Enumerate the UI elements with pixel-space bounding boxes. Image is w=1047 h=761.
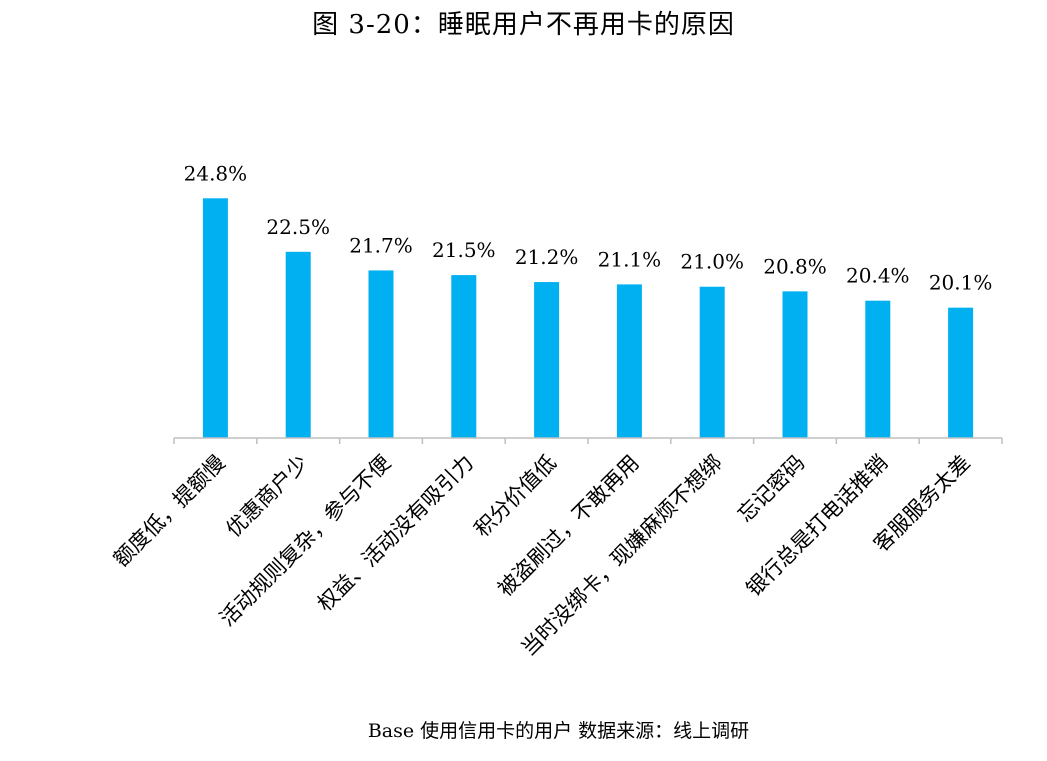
chart-note: Base 使用信用卡的用户 数据来源：线上调研 [367,720,750,742]
data-label: 22.5% [266,215,330,239]
data-label: 21.7% [349,233,413,257]
data-label: 20.8% [763,254,827,278]
bar [782,291,808,438]
bar [616,284,642,438]
category-label: 活动规则复杂，参与不便 [215,450,395,630]
data-label: 24.8% [184,161,248,185]
data-label: 20.1% [929,271,993,295]
bar [368,270,394,438]
data-label: 21.2% [515,245,579,269]
category-label: 额度低，提额慢 [109,450,230,571]
category-label: 银行总是打电话推销 [742,450,893,601]
bar [202,198,228,438]
x-axis-ticks [173,438,1003,444]
category-label: 权益、活动没有吸引力 [313,450,478,615]
bar [948,307,974,438]
data-label: 20.4% [846,264,910,288]
bar [534,282,560,438]
category-label: 忘记密码 [733,450,809,526]
data-label: 21.1% [598,247,662,271]
value-labels-layer: 24.8% 22.5% 21.7% 21.5% 21.2% 21.1% 21.0% 20.8%… [184,161,993,294]
category-label: 积分价值低 [470,450,561,541]
bar [285,251,311,438]
chart-title: 图 3-20：睡眠用户不再用卡的原因 [312,10,735,40]
category-label: 被盗刷过，不敢再用 [493,450,644,601]
bar [699,286,725,438]
bar [451,275,477,438]
bars-layer [202,198,974,438]
category-labels-layer: 额度低，提额慢优惠商户少活动规则复杂，参与不便权益、活动没有吸引力积分价值低被盗… [109,450,975,660]
category-label: 优惠商户少 [221,450,312,541]
bar [865,300,891,438]
data-label: 21.0% [680,250,744,274]
data-label: 21.5% [432,238,496,262]
